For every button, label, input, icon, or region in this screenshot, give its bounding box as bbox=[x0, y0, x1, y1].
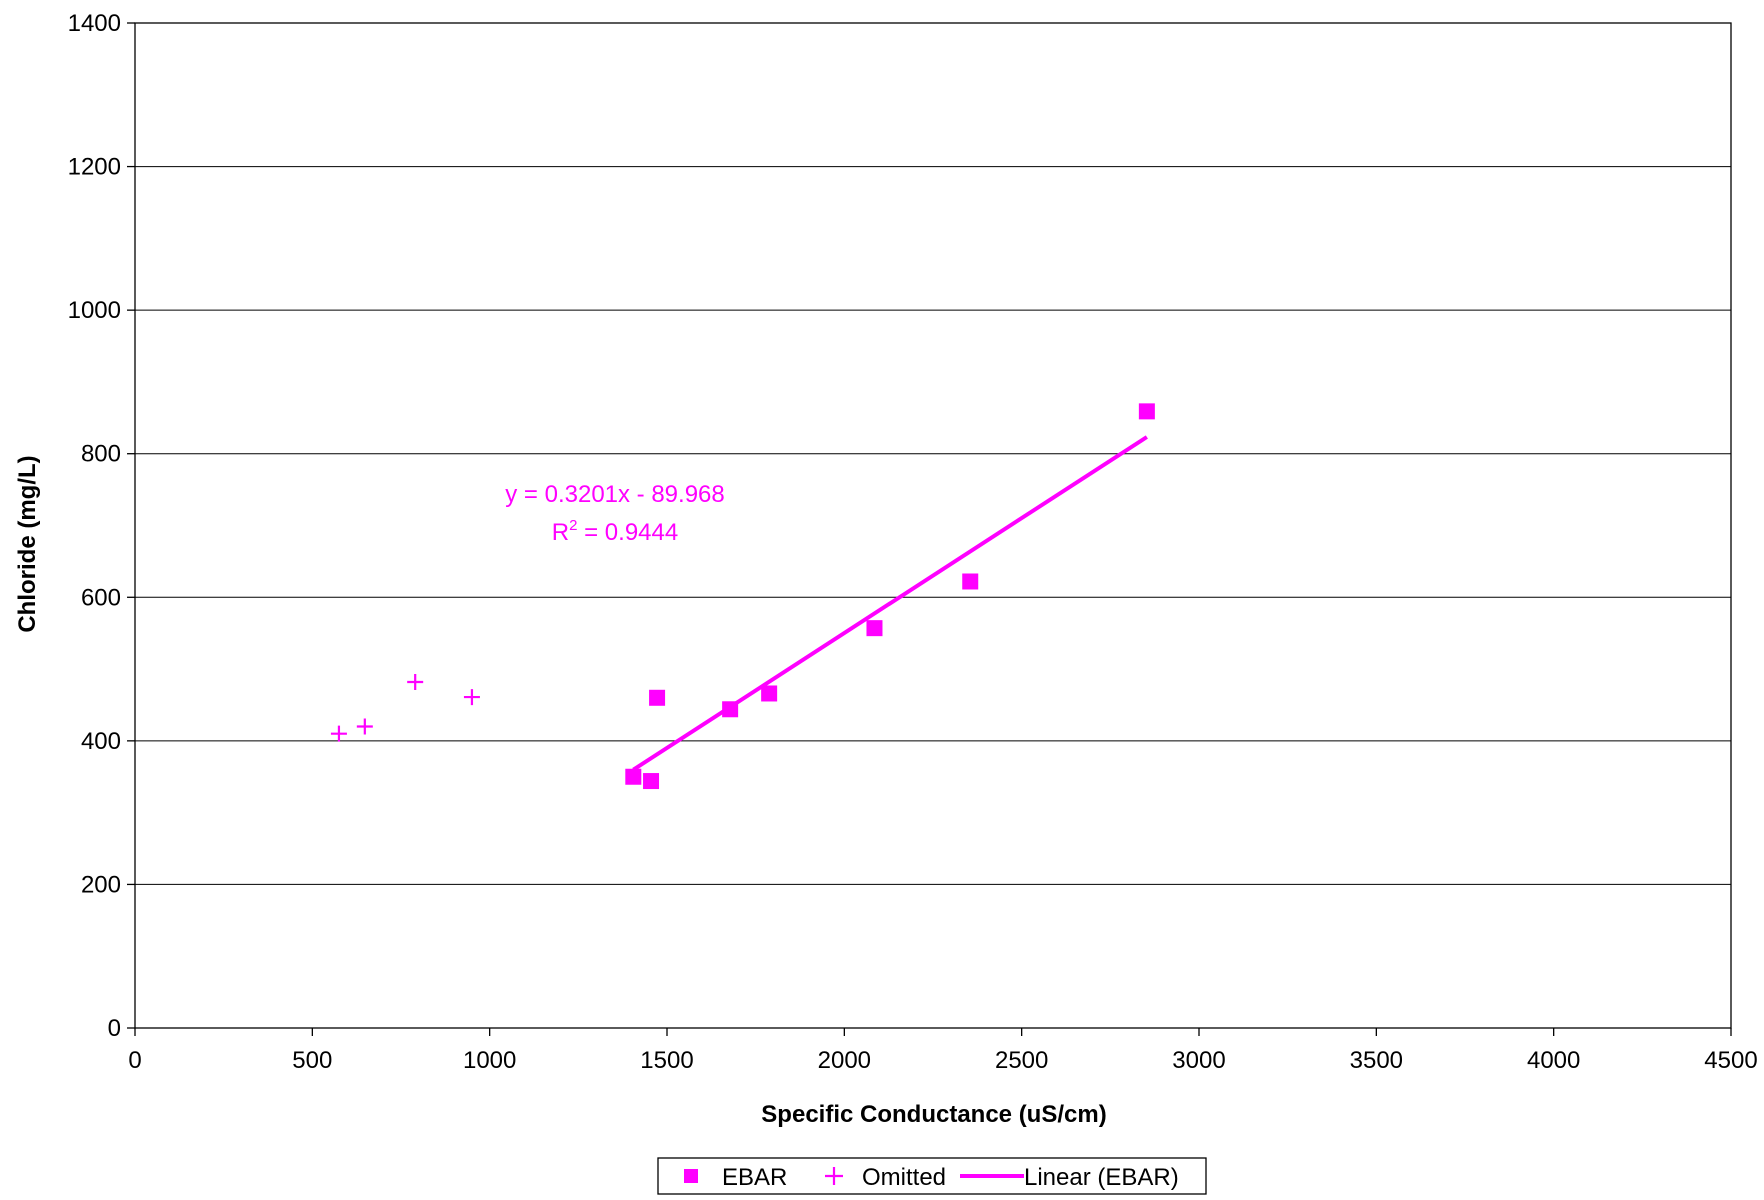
legend-linear-label: Linear (EBAR) bbox=[1024, 1164, 1179, 1191]
x-axis-title: Specific Conductance (uS/cm) bbox=[761, 1101, 1106, 1128]
x-tick-label: 4500 bbox=[1704, 1047, 1757, 1074]
data-points bbox=[330, 403, 1155, 790]
ebar-point bbox=[761, 685, 778, 702]
trendline-group bbox=[632, 435, 1148, 772]
x-tick-label: 500 bbox=[292, 1047, 332, 1074]
y-tick-label: 1200 bbox=[68, 154, 121, 181]
gridlines bbox=[135, 166, 1731, 885]
ebar-point bbox=[1138, 403, 1155, 420]
ebar-point bbox=[625, 768, 642, 785]
y-tick-label: 0 bbox=[108, 1015, 121, 1042]
y-tick-label: 800 bbox=[81, 441, 121, 468]
y-axis-title: Chloride (mg/L) bbox=[14, 455, 41, 632]
y-tick-labels: 0 200 400 600 800 1000 1200 1400 bbox=[68, 10, 121, 1042]
y-tick-label: 400 bbox=[81, 728, 121, 755]
r2-prefix: R bbox=[552, 519, 569, 546]
omitted-point bbox=[356, 718, 373, 735]
ebar-point bbox=[866, 620, 883, 637]
x-tick-label: 3500 bbox=[1350, 1047, 1403, 1074]
x-tick-labels: 0 500 1000 1500 2000 2500 3000 3500 4000 4500 bbox=[128, 1047, 1757, 1074]
y-tick-label: 200 bbox=[81, 871, 121, 898]
x-tick-label: 2000 bbox=[818, 1047, 871, 1074]
omitted-point bbox=[463, 689, 480, 706]
x-tick-label: 4000 bbox=[1527, 1047, 1580, 1074]
legend: EBAR Omitted Linear (EBAR) bbox=[657, 1157, 1207, 1195]
x-tick-label: 3000 bbox=[1172, 1047, 1225, 1074]
y-tick-label: 600 bbox=[81, 584, 121, 611]
ebar-point bbox=[649, 689, 666, 706]
ebar-point bbox=[962, 573, 979, 590]
legend-ebar-label: EBAR bbox=[722, 1164, 787, 1191]
y-tick-label: 1000 bbox=[68, 297, 121, 324]
ebar-point bbox=[722, 701, 739, 718]
trendline-r-squared: R2 = 0.9444 bbox=[552, 517, 678, 546]
legend-ebar-marker bbox=[684, 1169, 698, 1183]
ebar-point bbox=[643, 773, 660, 790]
x-tick-label: 1500 bbox=[640, 1047, 693, 1074]
x-tick-label: 0 bbox=[128, 1047, 141, 1074]
legend-box bbox=[657, 1157, 1207, 1195]
legend-omitted-marker bbox=[825, 1167, 843, 1185]
x-tick-label: 2500 bbox=[995, 1047, 1048, 1074]
legend-omitted-label: Omitted bbox=[862, 1164, 946, 1191]
omitted-point bbox=[407, 673, 424, 690]
omitted-point bbox=[330, 725, 347, 742]
r2-value: = 0.9444 bbox=[577, 519, 678, 546]
plot-area bbox=[134, 22, 1732, 1029]
y-tick-label: 1400 bbox=[68, 10, 121, 37]
axis-ticks bbox=[127, 22, 1732, 1036]
trendline-equation: y = 0.3201x - 89.968 bbox=[505, 481, 725, 508]
x-tick-label: 1000 bbox=[463, 1047, 516, 1074]
r2-superscript: 2 bbox=[569, 517, 577, 534]
trendline bbox=[632, 435, 1148, 772]
